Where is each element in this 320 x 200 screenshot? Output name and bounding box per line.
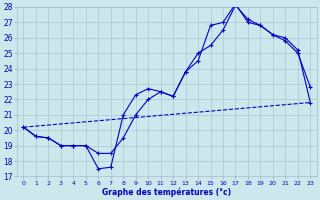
X-axis label: Graphe des températures (°c): Graphe des températures (°c) — [102, 187, 231, 197]
